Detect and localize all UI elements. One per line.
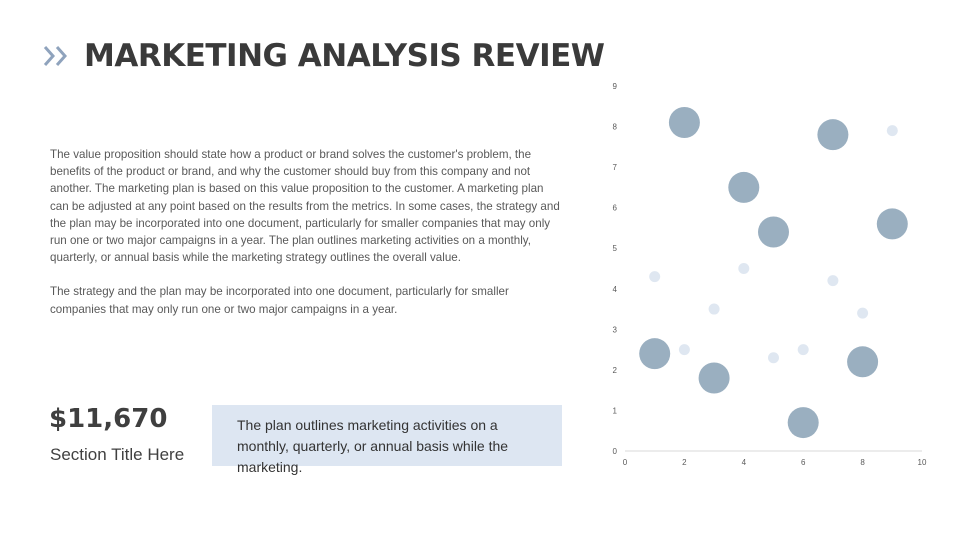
bubble-small [708,303,720,315]
y-tick-label: 4 [613,285,618,294]
bubble-chart: 0 1 2 3 4 5 6 7 8 9 0 2 4 6 8 10 [613,82,927,467]
bubble-large [639,338,671,370]
bubble-large [847,346,879,378]
bubble-small [797,344,809,356]
y-tick-label: 8 [613,123,618,132]
page-title: MARKETING ANALYSIS REVIEW [84,38,605,74]
x-tick-label: 2 [682,458,687,467]
y-tick-label: 2 [613,366,618,375]
bubble-small [678,344,690,356]
title-area: MARKETING ANALYSIS REVIEW [42,38,605,74]
callout-box: The plan outlines marketing activities o… [212,405,562,475]
double-chevron-right-icon [43,46,68,66]
stat-label: Section Title Here [50,445,185,464]
bubble-small [768,352,779,364]
y-tick-label: 7 [613,163,618,172]
y-tick-label: 0 [613,447,618,456]
stat-value: $11,670 [49,404,168,434]
y-tick-label: 9 [613,82,618,91]
bubble-large [876,208,908,240]
x-tick-label: 4 [742,458,747,467]
bubble-large [787,407,819,439]
bubble-large [817,119,849,151]
y-tick-label: 3 [613,325,618,334]
bubble-large [758,216,789,248]
x-tick-label: 8 [860,458,865,467]
y-tick-label: 6 [613,204,618,213]
body-text: The value proposition should state how a… [50,146,562,318]
body-paragraph-1: The value proposition should state how a… [50,148,560,265]
x-tick-label: 10 [918,458,927,467]
x-tick-label: 6 [801,458,806,467]
bubble-small [886,125,898,137]
bubble-large [668,107,700,138]
callout-text: The plan outlines marketing activities o… [237,417,509,475]
bubble-small [649,271,661,283]
bubble-large [698,362,730,394]
y-tick-label: 5 [613,244,618,253]
x-tick-label: 0 [623,458,628,467]
y-tick-label: 1 [613,406,618,415]
bubble-small [827,275,839,287]
bubble-small [857,307,869,319]
body-paragraph-2: The strategy and the plan may be incorpo… [50,285,509,316]
bubble-large [728,171,760,203]
bubble-small [738,263,750,274]
